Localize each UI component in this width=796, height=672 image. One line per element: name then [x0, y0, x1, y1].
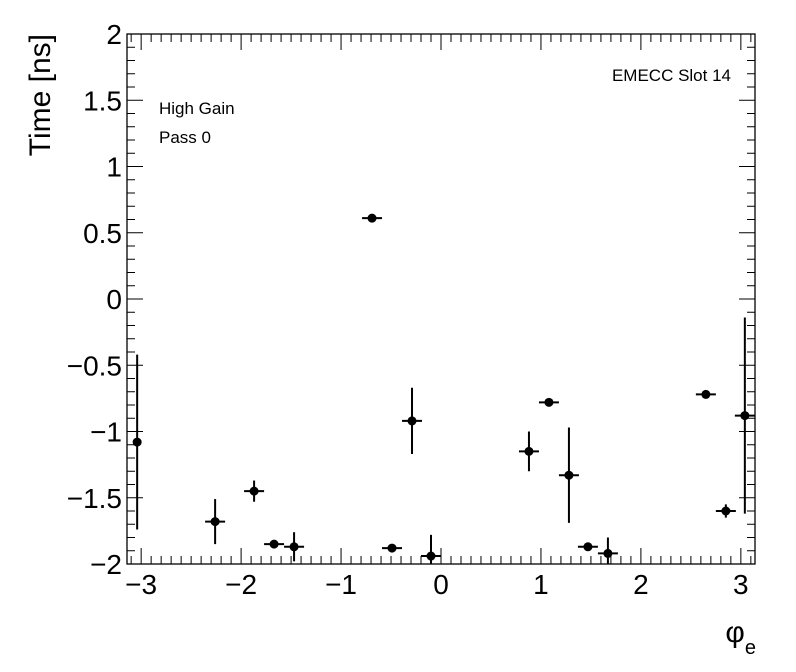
y-tick-label: 1: [106, 152, 122, 183]
y-tick-label: 2: [106, 19, 122, 50]
data-point: [583, 542, 593, 552]
data-point: [603, 548, 613, 558]
annotation-high-gain: High Gain: [159, 99, 235, 118]
data-point: [289, 542, 299, 552]
data-point: [407, 416, 417, 426]
tick-labels: −3 −2 −1 0 1 2 3−2−1.5−1−0.500.511.52: [67, 19, 749, 600]
x-axis-subscript: e: [745, 637, 756, 659]
data-point: [564, 470, 574, 480]
x-tick-label: −1: [325, 569, 357, 600]
data-points: [132, 213, 755, 564]
x-tick-label: 2: [633, 569, 649, 600]
slot-label: EMECC Slot 14: [612, 66, 731, 85]
x-axis-title: φe: [725, 616, 756, 659]
x-axis-symbol: φ: [725, 616, 744, 649]
annotation-pass: Pass 0: [159, 128, 211, 147]
data-point: [524, 446, 534, 456]
x-tick-label: 0: [433, 569, 449, 600]
y-tick-label: −1: [90, 417, 122, 448]
y-tick-label: −0.5: [67, 350, 122, 381]
x-tick-label: 3: [733, 569, 749, 600]
y-tick-label: −2: [90, 549, 122, 580]
data-point: [387, 543, 397, 553]
data-point: [544, 397, 554, 407]
data-point: [740, 411, 750, 421]
x-tick-label: −2: [225, 569, 257, 600]
y-tick-label: 0.5: [83, 218, 122, 249]
data-point: [249, 486, 259, 496]
y-axis-title: Time [ns]: [24, 34, 57, 156]
y-tick-label: 0: [106, 284, 122, 315]
data-point: [132, 437, 142, 447]
data-point: [210, 517, 220, 527]
y-tick-label: −1.5: [67, 483, 122, 514]
data-point: [269, 539, 279, 549]
x-tick-label: 1: [533, 569, 549, 600]
data-point: [701, 389, 711, 399]
axis-ticks: [127, 33, 755, 565]
data-point: [721, 506, 731, 516]
y-tick-label: 1.5: [83, 85, 122, 116]
data-point: [367, 213, 377, 223]
x-tick-label: −3: [125, 569, 157, 600]
data-point: [426, 551, 436, 561]
